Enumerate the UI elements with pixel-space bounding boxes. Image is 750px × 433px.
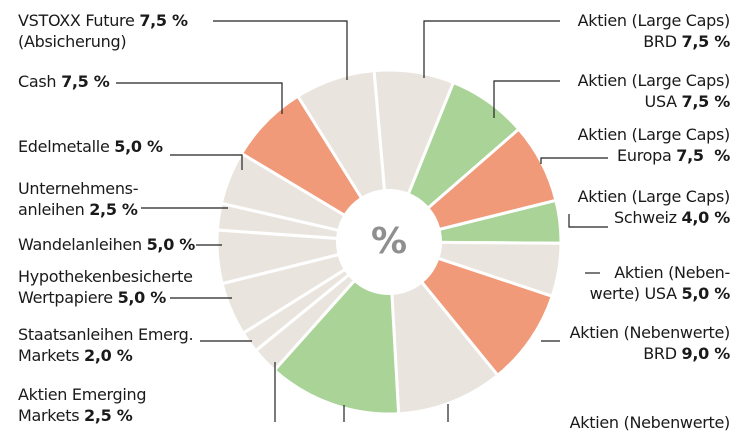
leader-line xyxy=(116,82,283,114)
leader-line xyxy=(493,80,560,118)
center-hole xyxy=(336,189,442,295)
label-large-caps-brd: Aktien (Large Caps) BRD 7,5 % xyxy=(577,11,731,51)
label-wandelanleihen: Wandelanleihen 5,0 % xyxy=(18,235,196,254)
leader-line xyxy=(540,157,608,164)
pie-chart xyxy=(116,20,608,422)
label-cash: Cash 7,5 % xyxy=(18,72,110,91)
label-staatsanleihen-emerging-markets: Staatsanleihen Emerg. Markets 2,0 % xyxy=(18,325,194,365)
leader-lines xyxy=(116,20,608,422)
label-edelmetalle: Edelmetalle 5,0 % xyxy=(18,137,163,156)
label-large-caps-schweiz: Aktien (Large Caps) Schweiz 4,0 % xyxy=(577,187,731,227)
label-nebenwerte-partial: Aktien (Nebenwerte) xyxy=(569,413,731,432)
leader-line xyxy=(423,20,560,78)
leader-line xyxy=(170,154,243,170)
leader-line xyxy=(213,20,348,80)
label-hypothekenbesicherte-wertpapiere: Hypothekenbesicherte Wertpapiere 5,0 % xyxy=(18,267,193,307)
label-unternehmensanleihen: Unternehmens- anleihen 2,5 % xyxy=(18,179,139,219)
center-percent-label: % xyxy=(370,221,408,262)
leader-line xyxy=(568,214,608,228)
label-aktien-emerging-markets: Aktien Emerging Markets 2,5 % xyxy=(18,385,147,425)
label-nebenwerte-brd: Aktien (Nebenwerte) BRD 9,0 % xyxy=(569,323,731,363)
label-large-caps-europa: Aktien (Large Caps) Europa 7,5 % xyxy=(577,125,731,165)
label-large-caps-usa: Aktien (Large Caps) USA 7,5 % xyxy=(577,71,731,111)
label-vstoxx-future: VSTOXX Future 7,5 % (Absicherung) xyxy=(18,11,188,51)
label-nebenwerte-usa: Aktien (Neben- werte) USA 5,0 % xyxy=(589,263,731,303)
